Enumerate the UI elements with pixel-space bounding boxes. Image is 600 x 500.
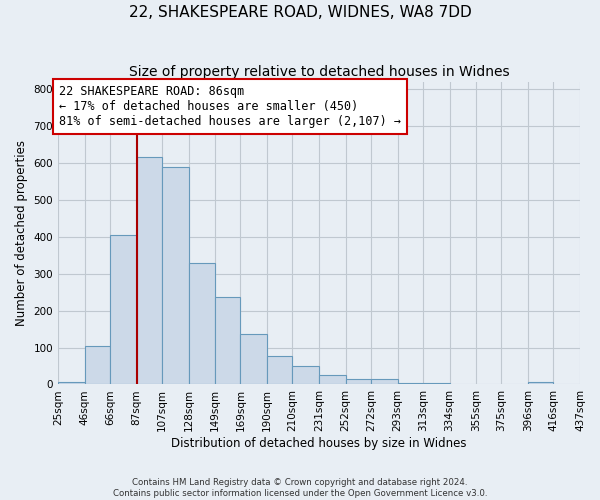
Bar <box>241 334 267 384</box>
Title: Size of property relative to detached houses in Widnes: Size of property relative to detached ho… <box>129 65 509 79</box>
Bar <box>292 366 319 384</box>
Bar <box>267 356 292 384</box>
Bar <box>371 379 398 384</box>
Bar <box>215 297 241 384</box>
Bar <box>58 382 85 384</box>
Bar <box>319 375 346 384</box>
X-axis label: Distribution of detached houses by size in Widnes: Distribution of detached houses by size … <box>171 437 467 450</box>
Bar <box>528 382 553 384</box>
Text: Contains HM Land Registry data © Crown copyright and database right 2024.
Contai: Contains HM Land Registry data © Crown c… <box>113 478 487 498</box>
Text: 22 SHAKESPEARE ROAD: 86sqm
← 17% of detached houses are smaller (450)
81% of sem: 22 SHAKESPEARE ROAD: 86sqm ← 17% of deta… <box>59 85 401 128</box>
Bar <box>188 262 215 384</box>
Bar <box>137 158 162 384</box>
Text: 22, SHAKESPEARE ROAD, WIDNES, WA8 7DD: 22, SHAKESPEARE ROAD, WIDNES, WA8 7DD <box>128 5 472 20</box>
Bar <box>110 235 137 384</box>
Y-axis label: Number of detached properties: Number of detached properties <box>15 140 28 326</box>
Bar <box>162 166 188 384</box>
Bar <box>346 379 371 384</box>
Bar <box>85 346 110 385</box>
